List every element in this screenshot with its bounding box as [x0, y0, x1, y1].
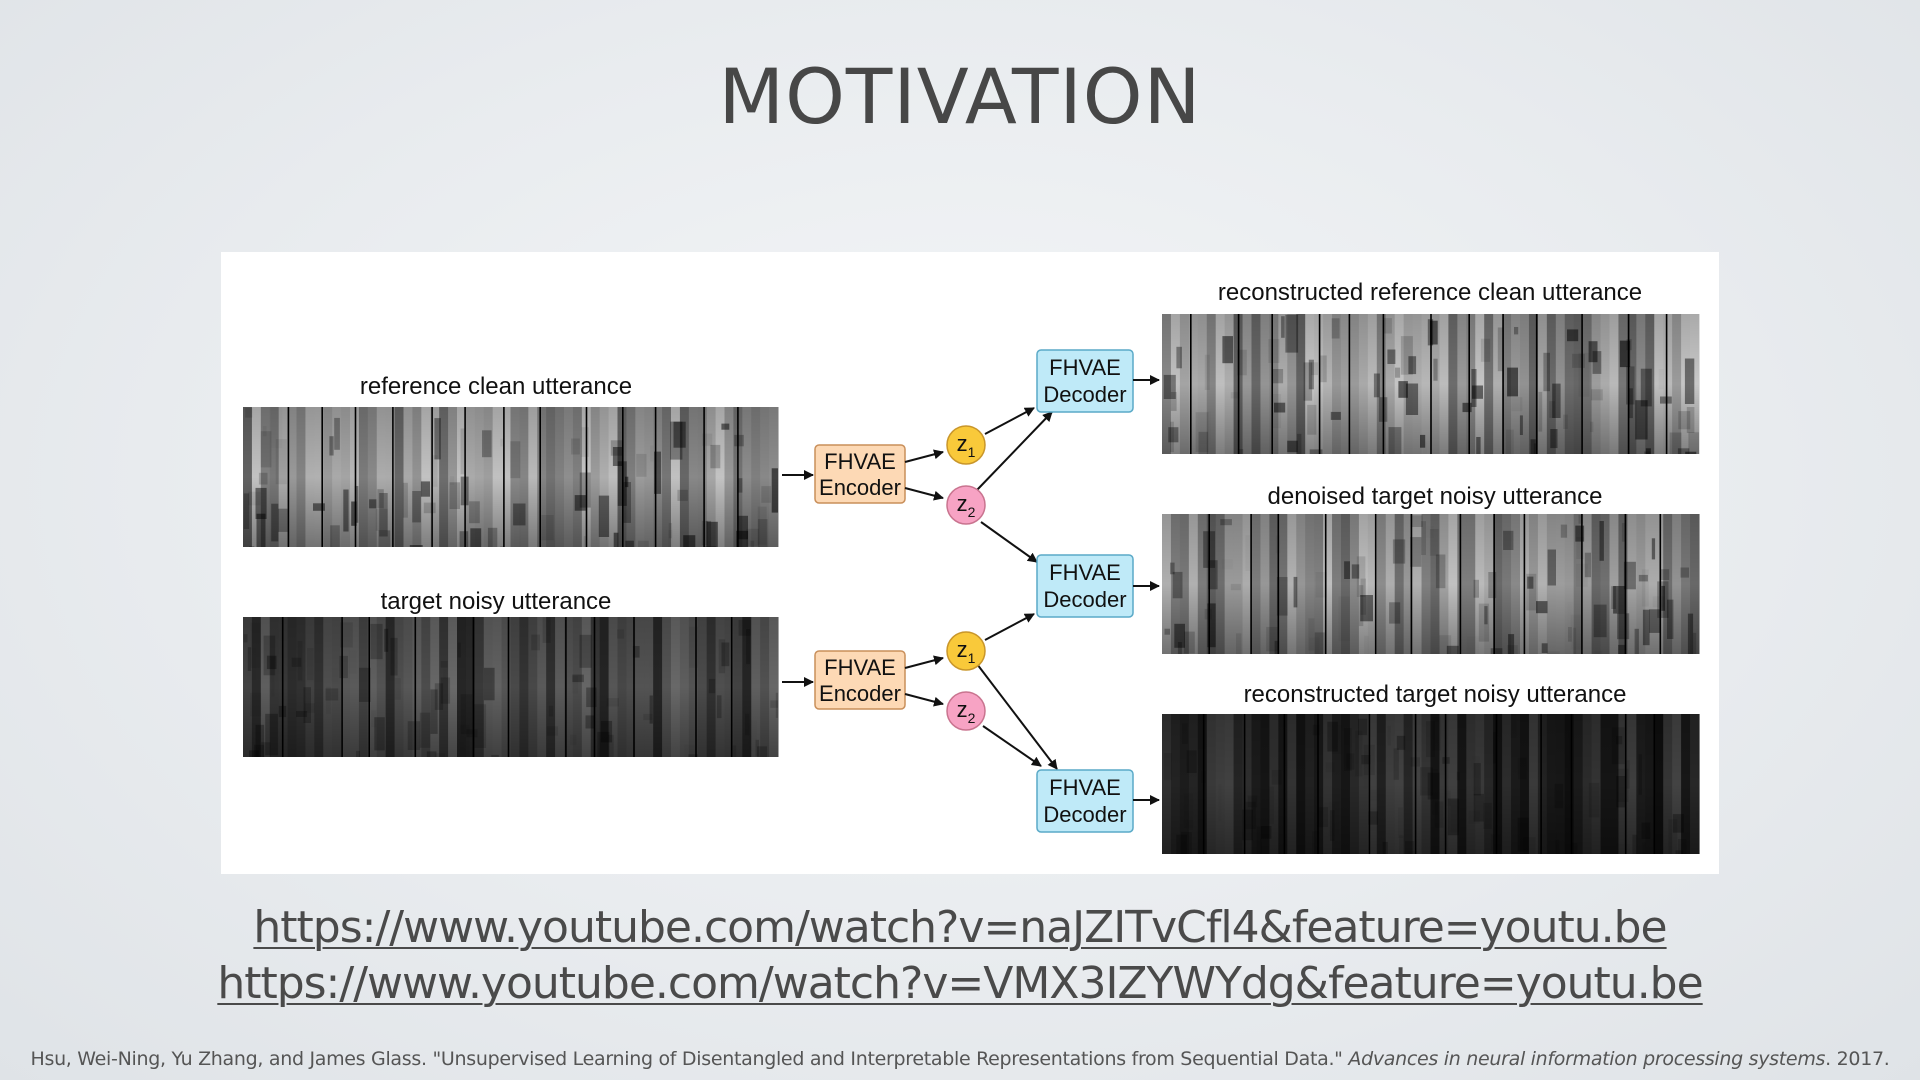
arrow-z2b-dec3 — [982, 725, 1042, 767]
decoder-box-3: FHVAE Decoder — [1036, 769, 1134, 833]
output-label-reconstructed-target: reconstructed target noisy utterance — [1244, 681, 1627, 708]
latent-z2-target: z2 — [946, 691, 986, 731]
encoder-box-2: FHVAE Encoder — [814, 650, 906, 710]
spectrogram-reconstructed-target — [1162, 714, 1700, 854]
encoder-1-line2: Encoder — [819, 475, 901, 500]
arrow-z2a-dec2 — [980, 521, 1038, 563]
svg-text:Decoder: Decoder — [1043, 382, 1126, 407]
svg-text:Decoder: Decoder — [1043, 587, 1126, 612]
arrow-enc2-z2 — [904, 693, 944, 707]
encoder-1-line1: FHVAE — [824, 449, 896, 474]
svg-text:FHVAE: FHVAE — [1049, 775, 1121, 800]
arrow-z1b-dec2 — [984, 613, 1035, 641]
svg-text:FHVAE: FHVAE — [1049, 560, 1121, 585]
spectrogram-target-noisy — [243, 617, 779, 757]
arrow-enc1-z2 — [904, 487, 944, 501]
arrow-z2a-dec1 — [976, 411, 1053, 491]
encoder-2-line1: FHVAE — [824, 655, 896, 680]
arrow-z1a-dec1 — [984, 407, 1035, 435]
latent-z1-target: z1 — [946, 631, 986, 671]
output-label-denoised-target: denoised target noisy utterance — [1268, 483, 1603, 510]
svg-text:Decoder: Decoder — [1043, 802, 1126, 827]
input-label-reference: reference clean utterance — [360, 373, 632, 400]
decoder-box-2: FHVAE Decoder — [1036, 554, 1134, 618]
citation: Hsu, Wei-Ning, Yu Zhang, and James Glass… — [0, 1048, 1920, 1070]
spectrogram-denoised-target — [1162, 514, 1700, 654]
encoder-2-line2: Encoder — [819, 681, 901, 706]
spectrogram-reference-clean — [243, 407, 779, 547]
fhvae-diagram: reference clean utterance target noisy u… — [221, 252, 1719, 874]
citation-text: Hsu, Wei-Ning, Yu Zhang, and James Glass… — [30, 1048, 1343, 1070]
citation-year: . 2017. — [1825, 1048, 1890, 1070]
video-link-1[interactable]: https://www.youtube.com/watch?v=naJZITvC… — [253, 902, 1667, 953]
video-links: https://www.youtube.com/watch?v=naJZITvC… — [0, 900, 1920, 1012]
latent-z1-ref: z1 — [946, 425, 986, 465]
latent-z2-ref: z2 — [946, 485, 986, 525]
output-label-reconstructed-reference: reconstructed reference clean utterance — [1218, 279, 1642, 306]
input-label-target: target noisy utterance — [381, 588, 612, 615]
arrow-enc1-z1 — [904, 449, 944, 463]
svg-text:z1: z1 — [957, 431, 976, 460]
arrow-enc2-z1 — [904, 655, 944, 669]
arrow-z1b-dec3 — [976, 663, 1058, 770]
spectrogram-reconstructed-reference — [1162, 314, 1700, 454]
citation-venue: Advances in neural information processin… — [1348, 1048, 1826, 1070]
svg-text:z1: z1 — [957, 637, 976, 666]
svg-text:z2: z2 — [957, 697, 976, 726]
decoder-box-1: FHVAE Decoder — [1036, 349, 1134, 413]
svg-text:z2: z2 — [957, 491, 976, 520]
svg-text:FHVAE: FHVAE — [1049, 355, 1121, 380]
diagram-canvas: reference clean utterance target noisy u… — [243, 279, 1700, 854]
slide-title: MOTIVATION — [718, 52, 1202, 141]
video-link-2[interactable]: https://www.youtube.com/watch?v=VMX3IZYW… — [217, 958, 1703, 1009]
encoder-box-1: FHVAE Encoder — [814, 444, 906, 504]
